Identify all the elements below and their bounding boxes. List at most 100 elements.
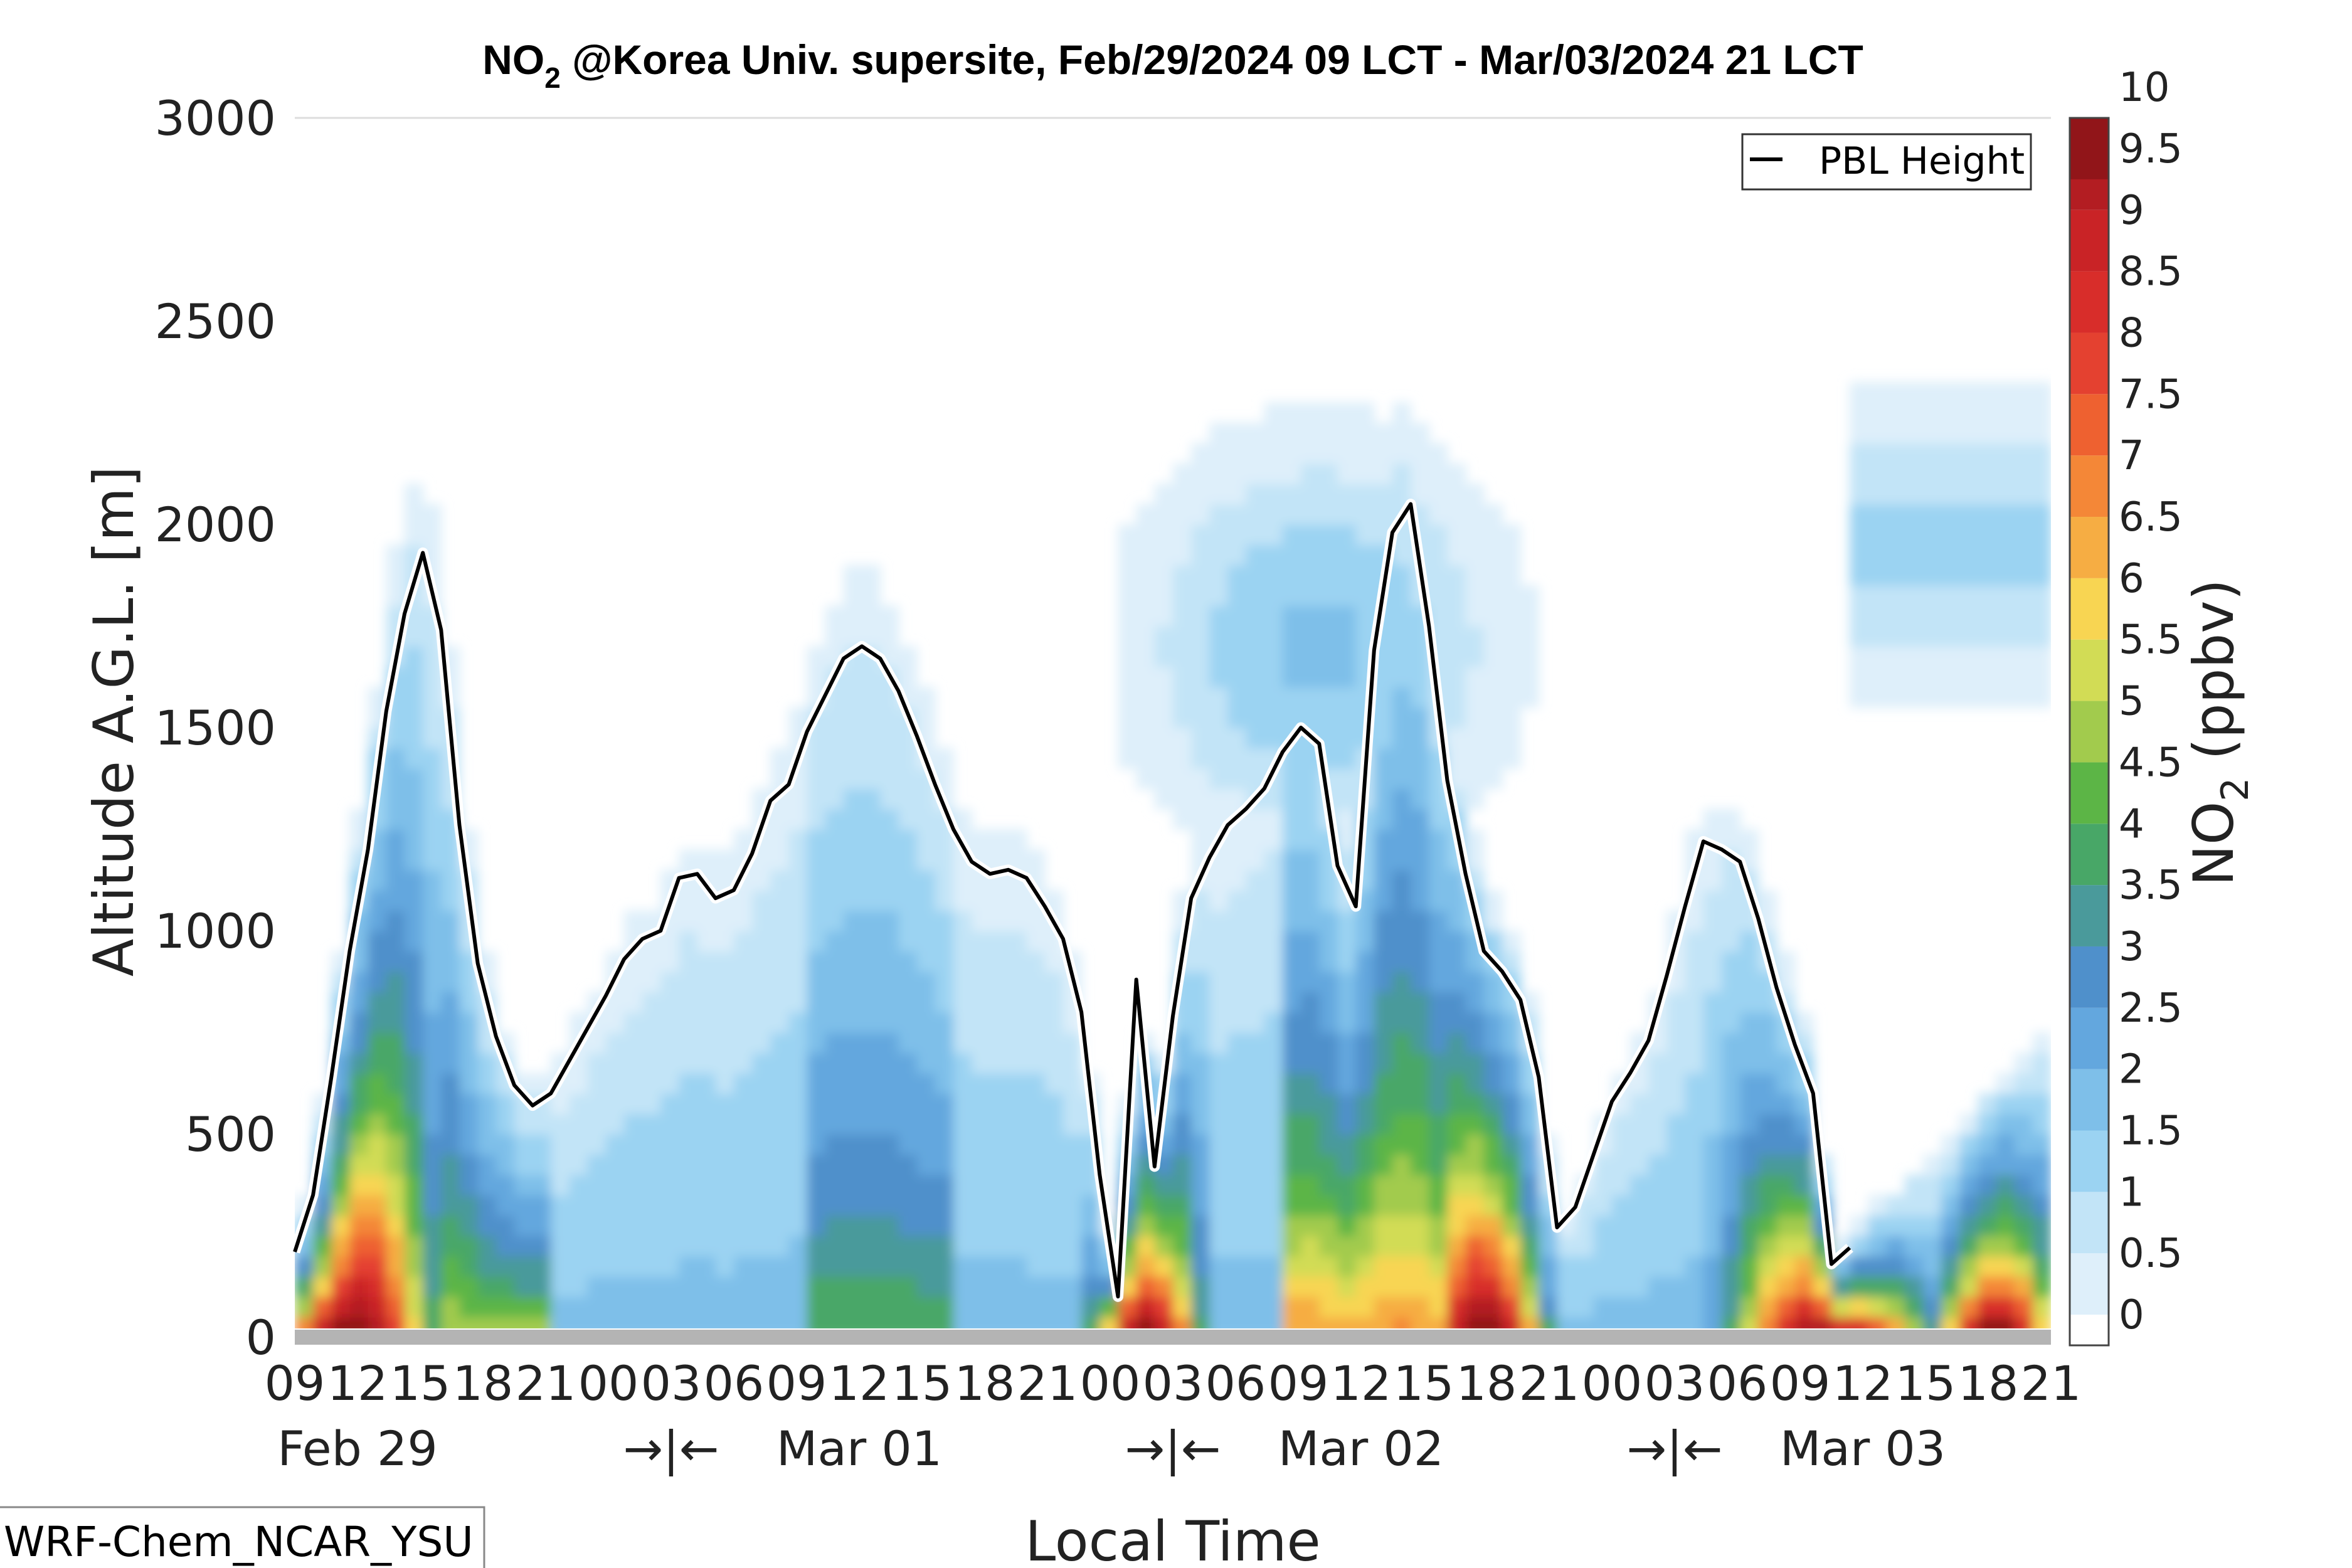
x-tick-label: 09 [1268, 1355, 1329, 1411]
heatmap-cell [972, 1256, 991, 1277]
heatmap-cell [1996, 646, 2015, 667]
heatmap-cell [1227, 1174, 1247, 1196]
heatmap-cell [1850, 484, 1869, 505]
colorbar-frame [2069, 117, 2110, 1347]
heatmap-cell [1173, 1316, 1192, 1328]
heatmap-cell [1026, 971, 1046, 993]
heatmap-cell [1904, 626, 1924, 647]
heatmap-cell [423, 951, 442, 972]
heatmap-cell [1978, 1113, 1997, 1135]
heatmap-cell [1685, 1113, 1704, 1135]
heatmap-cell [423, 1236, 442, 1257]
heatmap-cell [1191, 829, 1210, 850]
heatmap-cell [935, 748, 954, 769]
heatmap-cell [697, 1012, 716, 1033]
heatmap-cell [953, 1154, 973, 1175]
heatmap-cell [1685, 1195, 1704, 1216]
heatmap-cell [953, 931, 973, 952]
heatmap-cell [1922, 1296, 1942, 1318]
heatmap-cell [1575, 1296, 1594, 1318]
heatmap-cell [1666, 1154, 1686, 1175]
heatmap-cell [1465, 646, 1485, 667]
heatmap-cell [825, 1052, 844, 1074]
heatmap-cell [1227, 1316, 1247, 1328]
heatmap-cell [1465, 748, 1485, 769]
heatmap-cell [1319, 1052, 1338, 1074]
heatmap-cell [1337, 1316, 1357, 1328]
heatmap-cell [880, 788, 899, 810]
heatmap-cell [844, 1154, 863, 1175]
heatmap-cell [1209, 1032, 1229, 1054]
heatmap-cell [862, 748, 881, 769]
heatmap-cell [1209, 687, 1229, 708]
heatmap-cell [1008, 992, 1027, 1013]
heatmap-cell [953, 1032, 973, 1054]
heatmap-cell [1886, 666, 1905, 688]
heatmap-cell [459, 1276, 479, 1298]
heatmap-cell [1959, 463, 1979, 485]
heatmap-cell [1429, 1236, 1448, 1257]
heatmap-cell [1996, 402, 2015, 423]
heatmap-cell [807, 666, 826, 688]
heatmap-cell [1411, 1256, 1430, 1277]
heatmap-cell [405, 646, 424, 667]
heatmap-cell [1319, 971, 1338, 993]
heatmap-cell [1483, 1296, 1503, 1318]
heatmap-cell [788, 1195, 808, 1216]
heatmap-cell [1154, 788, 1173, 810]
heatmap-cell [1319, 504, 1338, 525]
heatmap-cell [1447, 524, 1466, 546]
heatmap-cell [1154, 1195, 1173, 1216]
heatmap-cell [1154, 585, 1173, 607]
heatmap-cell [1392, 1296, 1412, 1318]
heatmap-cell [1483, 1195, 1503, 1216]
heatmap-cell [862, 1012, 881, 1033]
heatmap-cell [1246, 1093, 1265, 1115]
heatmap-cell [1374, 748, 1393, 769]
heatmap-cell [1483, 992, 1503, 1013]
heatmap-cell [1026, 1256, 1046, 1277]
heatmap-cell [1173, 1215, 1192, 1236]
heatmap-cell [1136, 1236, 1155, 1257]
heatmap-cell [807, 1134, 826, 1155]
heatmap-cell [1703, 1052, 1722, 1074]
heatmap-cell [1959, 605, 1979, 627]
heatmap-cell [1922, 423, 1942, 444]
heatmap-cell [1411, 1052, 1430, 1074]
heatmap-cell [1392, 931, 1412, 952]
heatmap-cell [972, 951, 991, 972]
heatmap-cell [752, 1316, 771, 1328]
heatmap-cell [788, 971, 808, 993]
heatmap-cell [825, 1236, 844, 1257]
heatmap-cell [1648, 1195, 1668, 1216]
heatmap-cell [1941, 605, 1961, 627]
heatmap-cell [990, 1215, 1009, 1236]
heatmap-cell [1392, 1113, 1412, 1135]
heatmap-cell [1447, 1256, 1466, 1277]
colorbar-label-subscript: 2 [2213, 778, 2257, 802]
heatmap-cell [1337, 1073, 1357, 1094]
heatmap-cell [1301, 768, 1320, 790]
heatmap-cell [880, 748, 899, 769]
y-tick-label: 2500 [155, 294, 276, 349]
heatmap-cell [2014, 423, 2033, 444]
heatmap-cell [1191, 564, 1210, 586]
heatmap-cell [1978, 484, 1997, 505]
heatmap-cell [2032, 646, 2051, 667]
heatmap-cell [880, 910, 899, 931]
colorbar-tick-label: 8.5 [2119, 249, 2183, 295]
heatmap-cell [1411, 1276, 1430, 1298]
heatmap-cell [1978, 504, 1997, 525]
heatmap-cell [349, 1256, 369, 1277]
heatmap-cell [972, 1195, 991, 1216]
heatmap-cell [679, 1256, 698, 1277]
heatmap-cell [862, 1134, 881, 1155]
heatmap-cell [1630, 1215, 1650, 1236]
heatmap-cell [1648, 1073, 1668, 1094]
heatmap-cell [405, 728, 424, 749]
heatmap-cell [1283, 951, 1302, 972]
heatmap-cell [1209, 931, 1229, 952]
heatmap-cell [1319, 463, 1338, 485]
heatmap-cell [1227, 626, 1247, 647]
heatmap-cell [2032, 382, 2051, 403]
